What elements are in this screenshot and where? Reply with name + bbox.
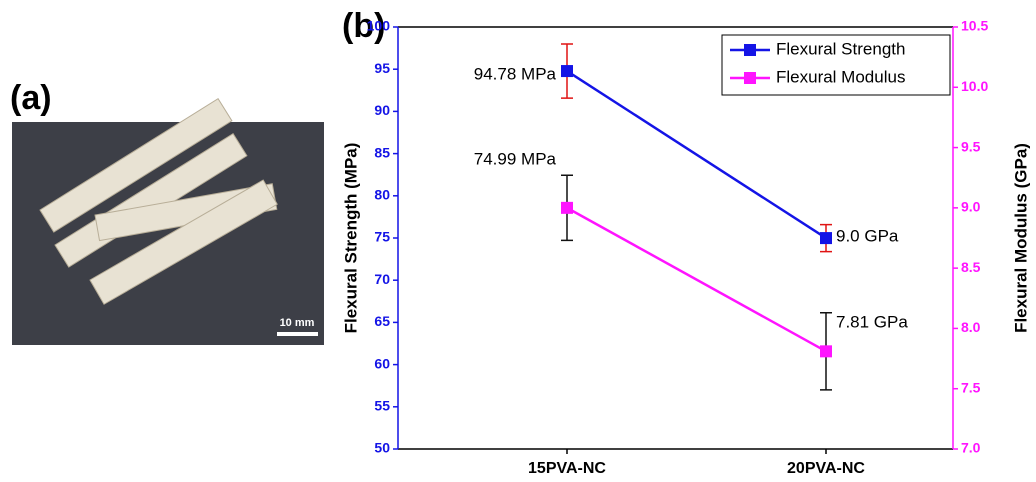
value-label: 7.81 GPa	[836, 312, 908, 331]
specimen	[89, 179, 278, 305]
value-label: 9.0 GPa	[836, 226, 899, 245]
value-label: 94.78 MPa	[474, 64, 557, 83]
y-tick-label: 85	[374, 144, 390, 160]
scale-bar-label: 10 mm	[280, 317, 315, 329]
y-tick-label: 90	[374, 102, 390, 118]
legend-marker	[744, 72, 756, 84]
y2-tick-label: 9.5	[961, 138, 981, 154]
marker	[561, 201, 573, 214]
y-axis-label: Flexural Strength (MPa)	[341, 143, 360, 334]
y-tick-label: 55	[374, 398, 390, 414]
x-tick-label: 15PVA-NC	[528, 460, 606, 477]
panel-label: (a)	[10, 79, 52, 117]
y-tick-label: 65	[374, 313, 390, 329]
y2-tick-label: 7.0	[961, 440, 981, 456]
series-line	[566, 70, 827, 240]
y-tick-label: 100	[367, 18, 391, 34]
marker	[820, 232, 832, 245]
photo: 10 mm	[12, 98, 324, 345]
y2-tick-label: 10.0	[961, 78, 988, 94]
y-tick-label: 50	[374, 440, 390, 456]
y-tick-label: 80	[374, 187, 390, 203]
legend-label: Flexural Strength	[776, 39, 905, 58]
legend-marker	[744, 44, 756, 56]
y2-axis-label: Flexural Modulus (GPa)	[1011, 143, 1030, 333]
marker	[561, 65, 573, 78]
legend-label: Flexural Modulus	[776, 67, 905, 86]
y-tick-label: 60	[374, 355, 390, 371]
value-label: 74.99 MPa	[474, 149, 557, 168]
marker	[820, 345, 832, 358]
panel-label: (b)	[342, 7, 385, 45]
legend-box	[721, 34, 951, 96]
y-tick-label: 70	[374, 271, 390, 287]
specimen	[39, 98, 233, 233]
series-line	[566, 206, 827, 353]
y2-tick-label: 8.5	[961, 259, 981, 275]
y2-tick-label: 8.0	[961, 319, 981, 335]
y2-tick-label: 9.0	[961, 199, 981, 215]
x-tick-label: 20PVA-NC	[787, 460, 865, 477]
y2-tick-label: 7.5	[961, 379, 981, 395]
y-tick-label: 95	[374, 60, 390, 76]
y-tick-label: 75	[374, 229, 390, 245]
y2-tick-label: 10.5	[961, 18, 988, 34]
